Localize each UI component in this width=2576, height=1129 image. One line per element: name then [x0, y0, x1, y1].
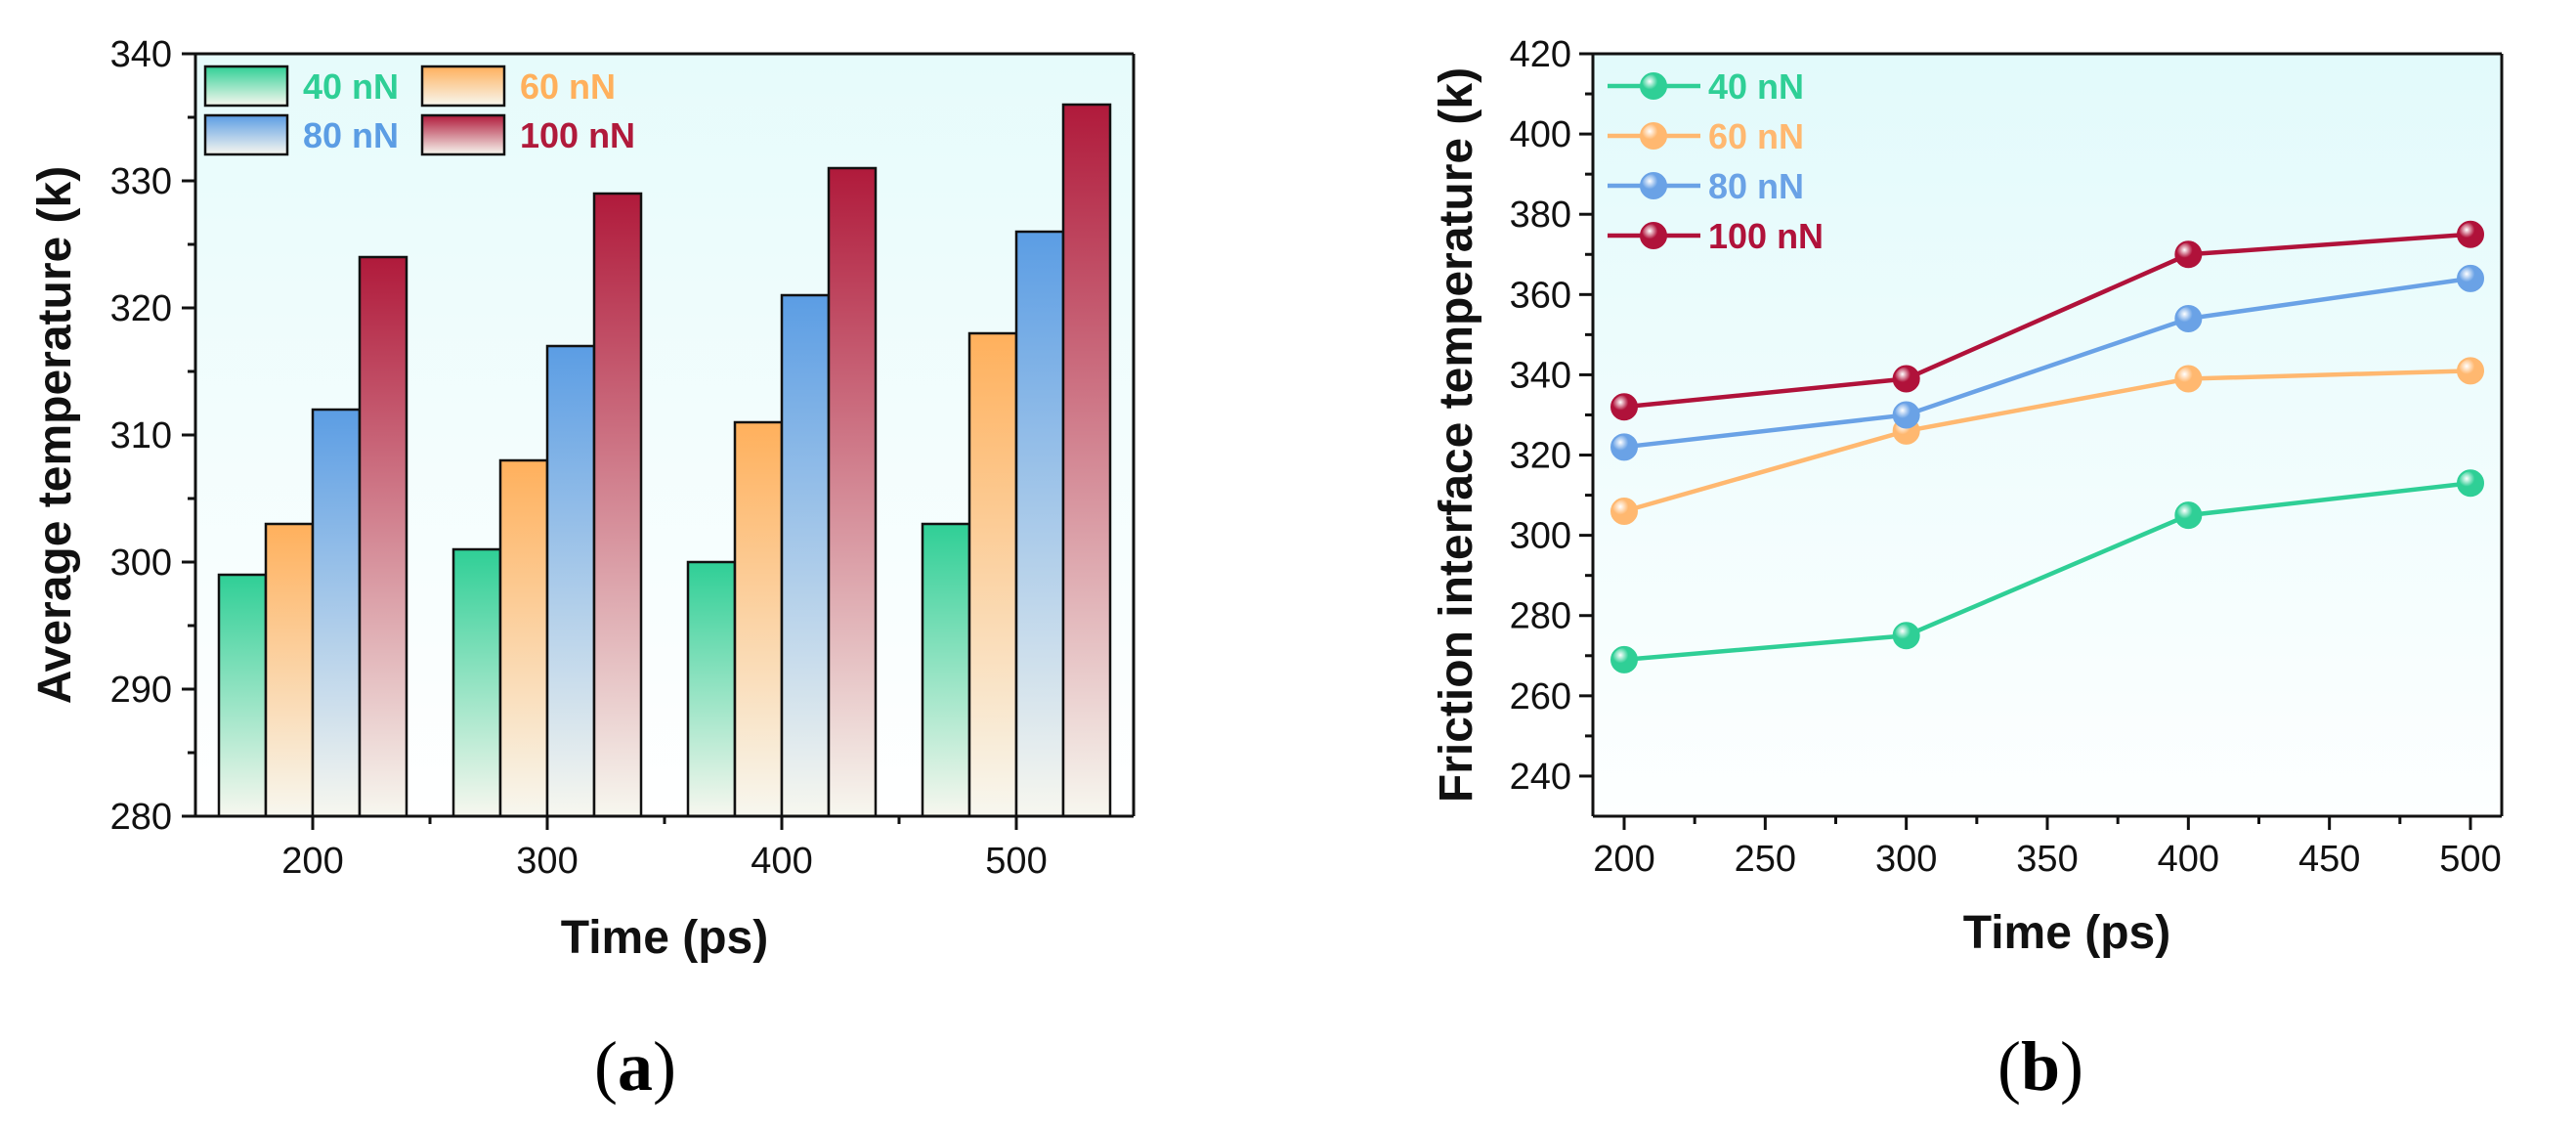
y-tick-label: 290: [110, 670, 172, 711]
bar-100-nn-500: [1061, 103, 1112, 818]
x-tick-label: 500: [985, 841, 1047, 882]
bar-60-nn-500: [967, 331, 1018, 818]
legend-label-80-nn: 80 nN: [1708, 166, 1804, 206]
point-40-nn-200: [1610, 645, 1638, 673]
y-tick-label: 380: [1510, 195, 1571, 236]
bar-100-nn-300: [592, 192, 643, 818]
x-tick-label: 500: [2439, 839, 2501, 880]
legend-marker-80-nn: [1640, 172, 1667, 199]
y-tick-label: 360: [1510, 275, 1571, 316]
point-80-nn-200: [1610, 433, 1638, 461]
point-100-nn-500: [2457, 220, 2484, 248]
x-tick-label: 300: [516, 841, 578, 882]
point-60-nn-400: [2174, 365, 2203, 393]
point-80-nn-500: [2457, 264, 2484, 292]
bar-80-nn-400: [780, 293, 831, 818]
y-tick-label: 420: [1510, 34, 1571, 75]
legend-marker-60-nn: [1640, 122, 1667, 150]
legend-swatch-100-nn: [420, 113, 506, 156]
y-tick-label: 300: [110, 543, 172, 584]
legend-label-100-nn: 100 nN: [1708, 216, 1824, 256]
point-100-nn-400: [2174, 240, 2203, 269]
bar-60-nn-300: [498, 458, 549, 818]
bar-100-nn-400: [827, 166, 878, 818]
x-tick-label: 250: [1735, 839, 1796, 880]
legend-label-60-nn: 60 nN: [520, 66, 616, 107]
x-tick-label: 450: [2298, 839, 2360, 880]
bar-40-nn-400: [686, 560, 737, 818]
panel-b-line-chart: 200 250 300 350 400 450 500 240 260 280 300 320 340 3…: [1431, 34, 2504, 1106]
point-40-nn-400: [2174, 501, 2203, 530]
x-tick-label: 200: [281, 841, 343, 882]
point-40-nn-300: [1892, 622, 1920, 650]
y-tick-label: 240: [1510, 757, 1571, 798]
legend-marker-40-nn: [1640, 72, 1667, 100]
point-80-nn-400: [2174, 304, 2203, 332]
legend-label-100-nn: 100 nN: [520, 115, 635, 155]
y-tick-label: 300: [1510, 516, 1571, 557]
y-tick-label: 400: [1510, 114, 1571, 155]
panel-a-bar-chart: 200 300 400 500 280 290 300 310 320 330 340 40 nN 6…: [29, 34, 1136, 1106]
y-tick-label: 280: [1510, 596, 1571, 637]
series-line-60-nn: [1623, 369, 2471, 514]
y-tick-label: 330: [110, 161, 172, 202]
y-tick-label: 340: [1510, 355, 1571, 396]
series-line-100-nn: [1623, 232, 2471, 410]
point-60-nn-500: [2457, 357, 2484, 385]
point-80-nn-300: [1892, 401, 1920, 429]
point-40-nn-500: [2457, 469, 2484, 498]
x-tick-label: 350: [2016, 839, 2078, 880]
bar-40-nn-300: [451, 547, 502, 818]
bar-80-nn-300: [545, 344, 596, 818]
bar-60-nn-200: [264, 522, 315, 818]
bar-40-nn-200: [217, 573, 268, 818]
y-axis-title: Friction interface temperature (k): [1431, 67, 1482, 803]
legend-swatch-60-nn: [420, 65, 506, 108]
y-tick-label: 340: [110, 34, 172, 75]
legend-label-80-nn: 80 nN: [303, 115, 399, 155]
legend-swatch-40-nn: [203, 65, 289, 108]
x-tick-label: 200: [1593, 839, 1654, 880]
point-60-nn-200: [1610, 498, 1638, 525]
x-tick-label: 300: [1875, 839, 1937, 880]
bar-80-nn-200: [311, 408, 362, 818]
bar-80-nn-500: [1014, 230, 1065, 818]
bar-100-nn-200: [358, 255, 408, 818]
y-tick-label: 260: [1510, 676, 1571, 717]
legend-label-60-nn: 60 nN: [1708, 116, 1804, 156]
y-tick-label: 320: [1510, 436, 1571, 477]
x-tick-label: 400: [751, 841, 812, 882]
series-line-80-nn: [1623, 276, 2471, 450]
point-100-nn-200: [1610, 393, 1638, 421]
y-axis-title: Average temperature (k): [29, 166, 81, 704]
legend-marker-100-nn: [1640, 222, 1667, 249]
point-100-nn-300: [1892, 365, 1920, 393]
legend-swatch-80-nn: [203, 113, 289, 156]
x-axis-title: Time (ps): [561, 912, 768, 964]
panel-a-caption: (a): [594, 1027, 676, 1106]
panel-b-caption: (b): [1997, 1027, 2083, 1106]
y-tick-label: 280: [110, 797, 172, 838]
bar-60-nn-400: [733, 420, 784, 818]
x-tick-label: 400: [2158, 839, 2219, 880]
legend-label-40-nn: 40 nN: [1708, 66, 1804, 107]
y-tick-label: 320: [110, 288, 172, 329]
series-line-40-nn: [1623, 481, 2471, 663]
bar-40-nn-500: [921, 522, 971, 818]
y-tick-label: 310: [110, 415, 172, 456]
legend-label-40-nn: 40 nN: [303, 66, 399, 107]
x-axis-title: Time (ps): [1963, 907, 2170, 959]
